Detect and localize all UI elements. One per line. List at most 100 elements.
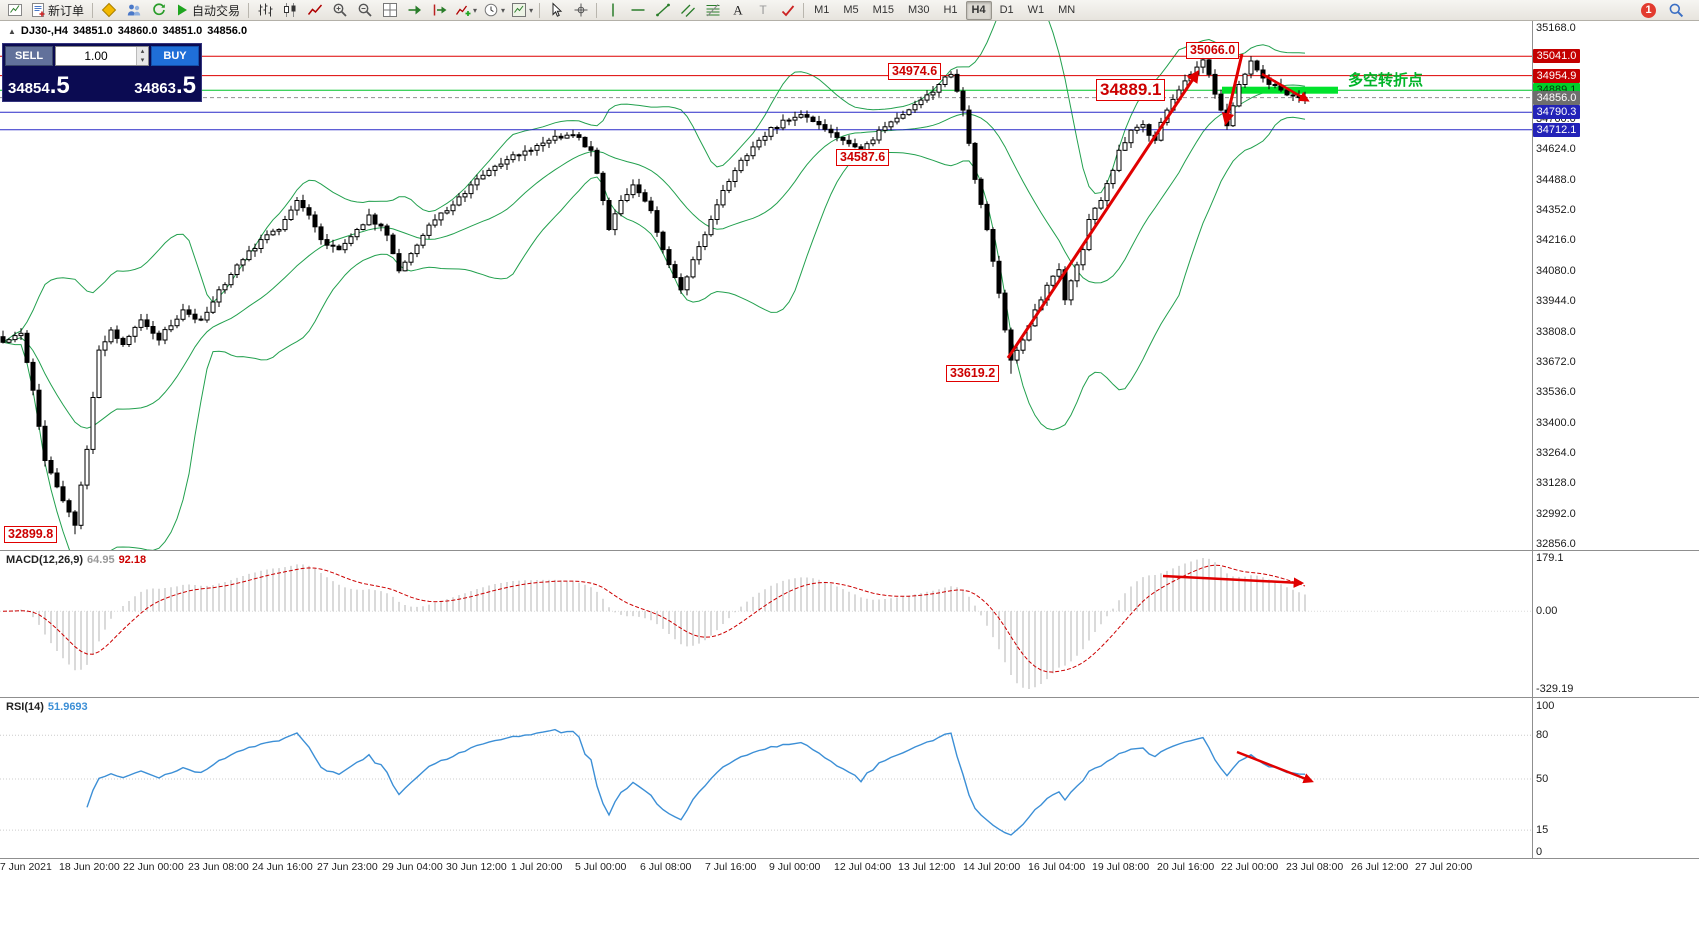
price-axis-label: 33128.0 [1536,477,1576,489]
price-axis-label: 34896.0 [1536,83,1576,95]
tf-h1-button[interactable]: H1 [943,4,958,16]
ohlc-high: 34860.0 [117,25,158,37]
zoom-in-button[interactable] [327,0,352,21]
fibonacci-button[interactable] [700,0,725,21]
periods-button[interactable]: ▾ [480,0,508,21]
templates-button[interactable]: ▾ [508,0,536,21]
toolbar-separator [92,2,94,18]
price-tag: 34856.0 [1533,91,1580,105]
time-axis-label: 5 Jul 00:00 [575,861,627,873]
rsi-scale-label: 0 [1536,846,1543,858]
horizontal-line-button[interactable] [625,0,650,21]
price-tag: 34954.9 [1533,69,1580,83]
candlestick-chart-button[interactable] [277,0,302,21]
zoom-out-button[interactable] [352,0,377,21]
time-axis-label: 27 Jun 23:00 [317,861,378,873]
toolbar-separator [803,2,805,18]
time-axis-label: 6 Jul 08:00 [640,861,692,873]
profiles-button[interactable] [121,0,146,21]
time-axis-label: 22 Jun 00:00 [123,861,184,873]
price-axis-label: 32856.0 [1536,538,1576,550]
new-order-button[interactable]: 新订单 [27,0,89,21]
time-axis-label: 26 Jul 12:00 [1351,861,1409,873]
toolbar: 新订单 自动交易 ▾ ▾ ▾ A T M1 M5 M15 M30 H1 H4 D1 W1 MN 1 [0,0,1699,21]
sell-button[interactable]: SELL [5,46,53,66]
volume-increase-button[interactable]: ▴ [137,47,148,56]
arrows-button[interactable] [775,0,800,21]
price-tag: 34712.1 [1533,123,1580,137]
rsi-scale-label: 100 [1536,700,1555,712]
fibo-icon [704,2,721,19]
price-axis-label: 34080.0 [1536,265,1576,277]
rsi-header: RSI(14) 51.9693 [6,701,92,713]
label-button[interactable]: T [750,0,775,21]
price-axis-label: 35168.0 [1536,22,1576,34]
toolbar-separator [596,2,598,18]
bar-chart-button[interactable] [252,0,277,21]
indicators-button[interactable]: ▾ [452,0,480,21]
tf-m30-button[interactable]: M30 [908,4,930,16]
search-button[interactable] [1663,0,1688,21]
tf-w1-button[interactable]: W1 [1027,4,1045,16]
toolbar-separator [248,2,250,18]
macd-panel-canvas[interactable] [0,550,1532,697]
auto-scroll-button[interactable] [402,0,427,21]
notification-badge[interactable]: 1 [1641,2,1656,18]
tf-h4-button[interactable]: H4 [965,0,992,20]
line-chart-button[interactable] [302,0,327,21]
auto-trading-button[interactable]: 自动交易 [171,0,245,21]
buy-button[interactable]: BUY [151,46,199,66]
ohlc-close: 34856.0 [207,25,248,37]
toolbar-button-label: 自动交易 [192,3,241,18]
zoom-in-icon [331,2,348,19]
market-watch-button[interactable] [96,0,121,21]
price-axis-label: 33808.0 [1536,326,1576,338]
sell-price: 34854.5 [8,72,70,99]
crosshair-button[interactable] [568,0,593,21]
tf-d1-button[interactable]: D1 [999,4,1014,16]
indicators-icon [454,2,471,19]
magnifier-icon [1667,2,1684,19]
tf-mn-button[interactable]: MN [1058,4,1076,16]
svg-text:T: T [759,3,767,17]
svg-text:A: A [733,3,743,18]
time-axis-label: 9 Jul 00:00 [769,861,821,873]
macd-signal-value: 92.18 [118,554,147,566]
bars-icon [256,2,273,19]
tf-m15-button[interactable]: M15 [872,4,895,16]
refresh-icon [150,2,167,19]
grid-icon [381,2,398,19]
community-button[interactable] [146,0,171,21]
cursor-button[interactable] [543,0,568,21]
time-axis-label: 12 Jul 04:00 [834,861,892,873]
volume-decrease-button[interactable]: ▾ [137,56,148,65]
price-axis-label: 34488.0 [1536,174,1576,186]
new-chart-button[interactable] [2,0,27,21]
volume-input[interactable] [56,47,136,65]
text-button[interactable]: A [725,0,750,21]
main-chart-canvas[interactable] [0,21,1532,550]
tf-m5-button[interactable]: M5 [843,4,859,16]
trendline-button[interactable] [650,0,675,21]
price-axis-label: 33672.0 [1536,356,1576,368]
price-axis-label: 35032.0 [1536,52,1576,64]
arrows-icon [779,2,796,19]
order-icon [29,2,46,19]
time-axis-label: 23 Jun 08:00 [188,861,249,873]
time-axis-label: 27 Jul 20:00 [1415,861,1473,873]
channel-button[interactable] [675,0,700,21]
one-click-trading-panel: SELL ▴ ▾ BUY 34854.5 34863.5 [2,43,202,102]
price-axis-label: 34216.0 [1536,234,1576,246]
macd-scale-label: 179.1 [1536,552,1564,564]
toolbar-separator [539,2,541,18]
vertical-line-button[interactable] [600,0,625,21]
macd-scale-label: -329.19 [1536,683,1574,695]
tf-m1-button[interactable]: M1 [814,4,830,16]
tile-windows-button[interactable] [377,0,402,21]
time-axis-label: 23 Jul 08:00 [1286,861,1344,873]
chart-shift-button[interactable] [427,0,452,21]
macd-main-value: 64.95 [87,554,115,566]
text-a-icon: A [729,2,746,19]
rsi-panel-canvas[interactable] [0,697,1532,858]
